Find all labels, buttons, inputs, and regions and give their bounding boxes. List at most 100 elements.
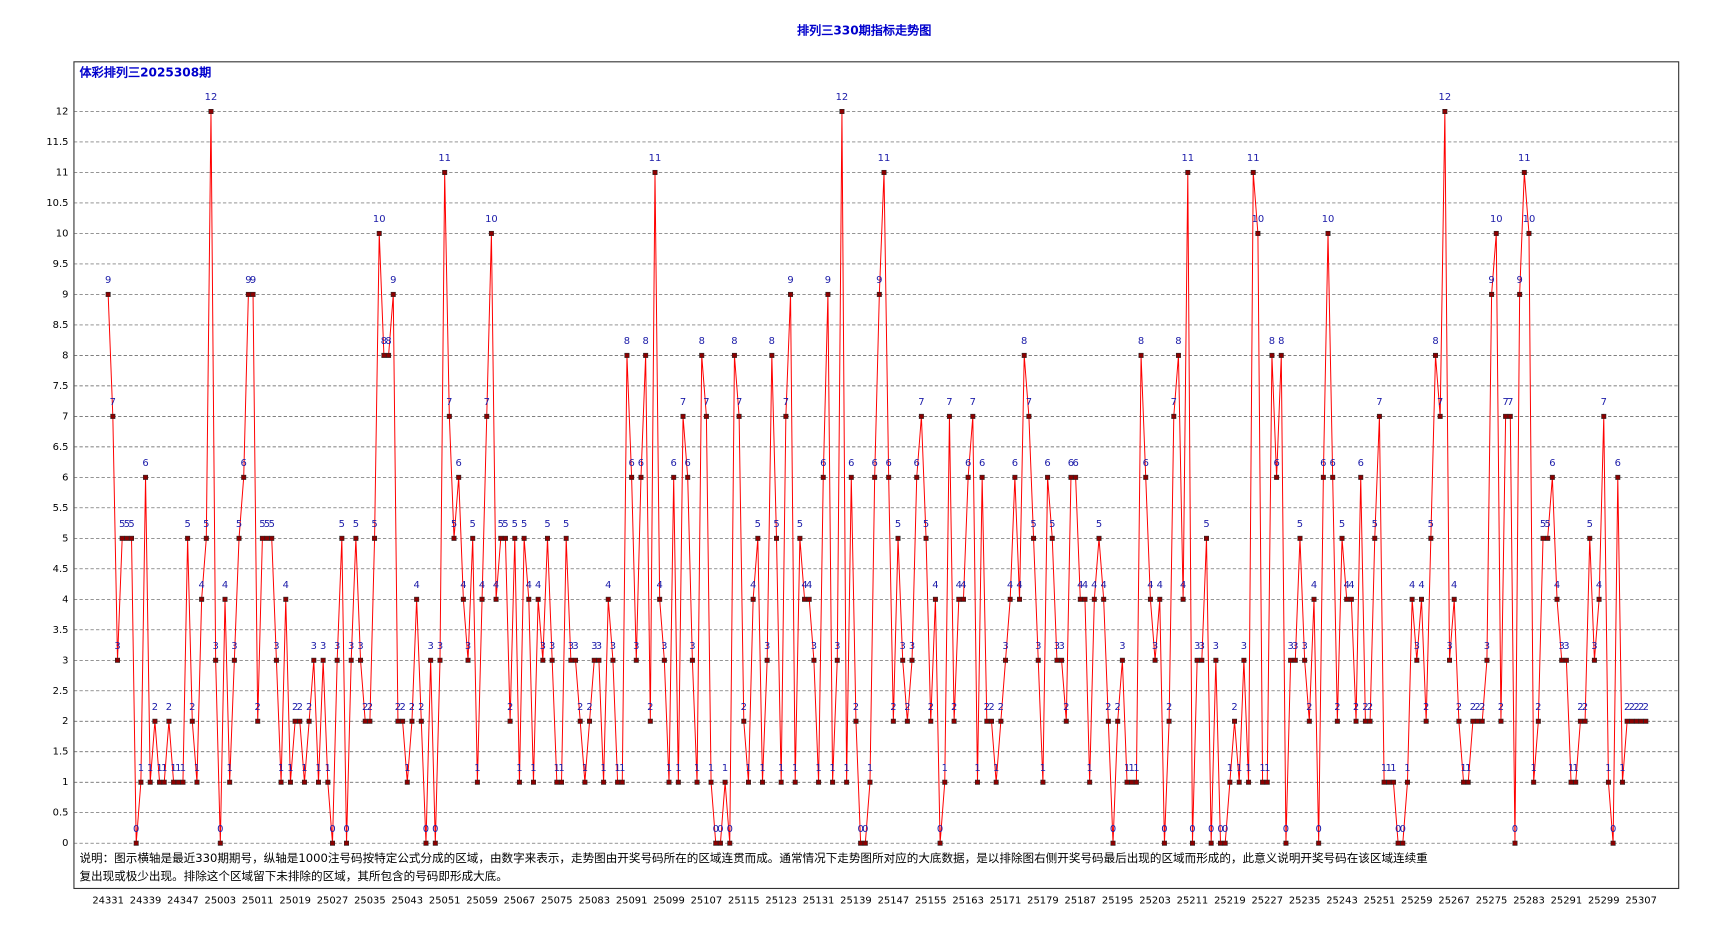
point-marker	[778, 779, 784, 785]
point-marker	[1372, 535, 1378, 541]
point-marker	[745, 779, 751, 785]
data-label: 2	[1470, 702, 1476, 713]
data-label: 1	[325, 763, 331, 774]
data-label: 1	[404, 763, 410, 774]
point-marker	[530, 779, 536, 785]
data-label: 1	[1133, 763, 1139, 774]
point-marker	[428, 657, 434, 663]
data-label: 1	[974, 763, 980, 774]
data-label: 3	[661, 641, 667, 652]
data-label: 1	[1264, 763, 1270, 774]
data-label: 0	[1217, 824, 1223, 835]
point-marker	[278, 779, 284, 785]
data-label: 1	[582, 763, 588, 774]
point-marker	[629, 474, 635, 480]
point-marker	[858, 840, 864, 846]
point-marker	[965, 474, 971, 480]
data-label: 7	[1507, 397, 1513, 408]
x-tick-label: 25299	[1588, 896, 1620, 907]
data-label: 4	[1348, 580, 1354, 591]
data-label: 1	[1404, 763, 1410, 774]
point-marker	[1559, 657, 1565, 663]
data-label: 2	[1479, 702, 1485, 713]
point-marker	[376, 230, 382, 236]
data-label: 3	[1194, 641, 1200, 652]
point-marker	[741, 718, 747, 724]
data-label: 6	[638, 458, 644, 469]
data-label: 7	[1502, 397, 1508, 408]
x-tick-label: 25075	[541, 896, 573, 907]
data-label: 9	[105, 275, 111, 286]
point-marker	[119, 535, 125, 541]
point-marker	[862, 840, 868, 846]
data-label: 1	[1086, 763, 1092, 774]
point-marker	[1554, 596, 1560, 602]
data-label: 1	[1259, 763, 1265, 774]
point-marker	[605, 596, 611, 602]
data-label: 2	[1353, 702, 1359, 713]
data-label: 2	[988, 702, 994, 713]
point-marker	[886, 474, 892, 480]
point-marker	[1334, 718, 1340, 724]
point-marker	[325, 779, 331, 785]
data-label: 6	[671, 458, 677, 469]
point-marker	[545, 535, 550, 541]
data-label: 4	[1311, 580, 1317, 591]
point-marker	[750, 596, 756, 602]
x-tick-label: 24339	[130, 896, 162, 907]
point-marker	[755, 535, 761, 541]
point-marker	[1615, 474, 1621, 480]
data-label: 4	[493, 580, 499, 591]
data-label: 3	[273, 641, 279, 652]
data-label: 4	[1418, 580, 1424, 591]
data-label: 6	[1143, 458, 1149, 469]
point-marker	[442, 169, 448, 175]
data-label: 5	[1428, 519, 1434, 530]
point-marker	[381, 352, 387, 358]
data-label: 6	[241, 458, 247, 469]
point-marker	[372, 535, 378, 541]
data-label: 5	[521, 519, 527, 530]
data-label: 5	[1339, 519, 1345, 530]
point-marker	[1180, 596, 1186, 602]
point-marker	[657, 596, 663, 602]
data-label: 2	[1423, 702, 1429, 713]
point-marker	[876, 291, 882, 297]
point-marker	[1232, 718, 1238, 724]
data-label: 3	[764, 641, 770, 652]
y-tick-label: 11.5	[46, 137, 68, 148]
data-label: 6	[1068, 458, 1074, 469]
point-marker	[409, 718, 415, 724]
data-label: 4	[198, 580, 204, 591]
x-tick-label: 24331	[92, 896, 124, 907]
point-marker	[923, 535, 929, 541]
data-label: 4	[932, 580, 938, 591]
point-marker	[334, 657, 340, 663]
data-label: 4	[1157, 580, 1163, 591]
data-label: 3	[811, 641, 817, 652]
data-label: 4	[283, 580, 289, 591]
data-label: 3	[334, 641, 340, 652]
x-tick-label: 25243	[1326, 896, 1358, 907]
point-marker	[203, 535, 209, 541]
point-marker	[890, 718, 896, 724]
data-label: 5	[1203, 519, 1209, 530]
point-marker	[1568, 779, 1574, 785]
data-label: 2	[1362, 702, 1368, 713]
point-marker	[601, 779, 607, 785]
point-marker	[1040, 779, 1046, 785]
y-tick-label: 1	[62, 777, 68, 788]
point-marker	[783, 413, 789, 419]
data-label: 7	[680, 397, 686, 408]
point-marker	[484, 413, 490, 419]
data-label: 3	[900, 641, 906, 652]
data-label: 2	[1638, 702, 1644, 713]
data-label: 5	[339, 519, 345, 530]
point-marker	[633, 657, 639, 663]
point-marker	[825, 291, 831, 297]
data-label: 8	[1021, 336, 1027, 347]
point-marker	[213, 657, 219, 663]
point-marker	[311, 657, 317, 663]
x-tick-label: 25011	[242, 896, 274, 907]
x-tick-label: 25211	[1177, 896, 1209, 907]
